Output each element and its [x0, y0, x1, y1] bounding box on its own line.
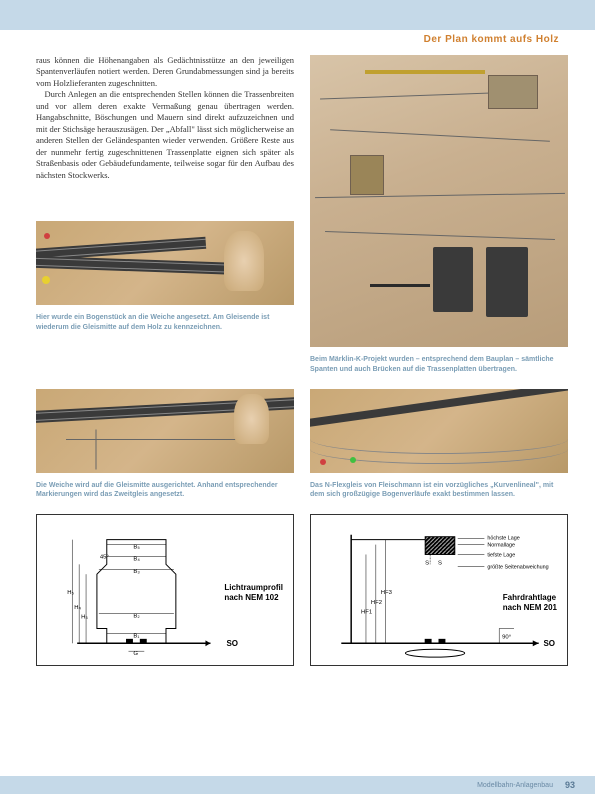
so-label-1: SO — [226, 639, 238, 649]
svg-text:Normallage: Normallage — [487, 543, 515, 549]
svg-text:B₃: B₃ — [133, 569, 140, 575]
svg-text:S: S — [438, 561, 442, 567]
body-text: raus können die Höhenangaben als Gedächt… — [36, 55, 294, 181]
page-content: raus können die Höhenangaben als Gedächt… — [0, 55, 595, 674]
diagram-title-1b: nach NEM 102 — [224, 593, 278, 602]
diagram-nem201: HF1 HF2 HF3 S S 90° höchste Lage Normall… — [310, 514, 568, 666]
paragraph-1: raus können die Höhenangaben als Gedächt… — [36, 55, 294, 88]
svg-text:45°: 45° — [100, 555, 109, 561]
svg-text:HF3: HF3 — [381, 590, 393, 596]
header-bar — [0, 0, 595, 30]
so-label-2: SO — [543, 639, 555, 649]
diagram-title-2b: nach NEM 201 — [503, 603, 557, 612]
page-footer: Modellbahn-Anlagenbau 93 — [0, 776, 595, 794]
section-title: Der Plan kommt aufs Holz — [0, 30, 595, 55]
svg-text:B₁: B₁ — [133, 634, 139, 640]
svg-text:H₃: H₃ — [81, 615, 88, 621]
svg-text:B₄: B₄ — [133, 557, 140, 563]
diagram-nem102: B₅ B₄ B₃ B₂ B₁ H₅ H₄ H₃ G 45° Lichtraump… — [36, 514, 294, 666]
caption-1: Hier wurde ein Bogenstück an die Weiche … — [36, 313, 294, 333]
photo-flex-track — [310, 389, 568, 473]
caption-2: Beim Märklin-K-Projekt wurden – entsprec… — [310, 355, 568, 375]
page-number: 93 — [565, 780, 575, 790]
svg-text:90°: 90° — [502, 635, 511, 641]
svg-text:H₅: H₅ — [67, 590, 74, 596]
svg-text:S: S — [425, 561, 429, 567]
paragraph-2: Durch Anlegen an die entsprechenden Stel… — [36, 89, 294, 179]
svg-text:höchste Lage: höchste Lage — [487, 536, 519, 542]
footer-text: Modellbahn-Anlagenbau — [477, 782, 553, 789]
svg-text:G: G — [133, 651, 138, 657]
right-column: Beim Märklin-K-Projekt wurden – entsprec… — [310, 55, 568, 389]
svg-text:B₅: B₅ — [133, 545, 140, 551]
svg-text:tiefste Lage: tiefste Lage — [487, 553, 515, 559]
svg-text:H₄: H₄ — [74, 605, 81, 611]
caption-3: Die Weiche wird auf die Gleismitte ausge… — [36, 481, 294, 501]
caption-4: Das N-Flexgleis von Fleischmann ist ein … — [310, 481, 568, 501]
svg-text:B₂: B₂ — [133, 614, 139, 620]
left-column: raus können die Höhenangaben als Gedächt… — [36, 55, 294, 389]
diagram-title-1a: Lichtraumprofil — [224, 583, 283, 592]
svg-text:HF1: HF1 — [361, 610, 372, 616]
svg-text:HF2: HF2 — [371, 600, 382, 606]
photo-switch-align — [36, 389, 294, 473]
svg-text:größte Seitenabweichung: größte Seitenabweichung — [487, 564, 548, 570]
photo-switch-curve — [36, 221, 294, 305]
diagram-title-2a: Fahrdrahtlage — [503, 593, 556, 602]
photo-marklin-project — [310, 55, 568, 347]
